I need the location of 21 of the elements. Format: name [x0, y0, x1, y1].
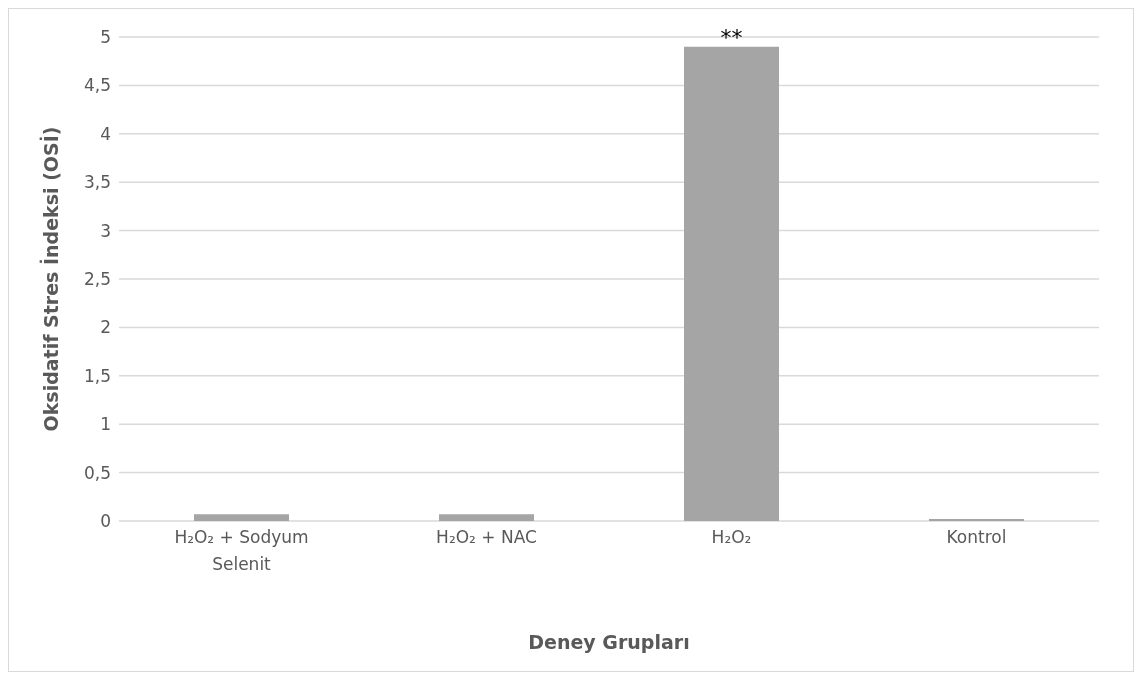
- x-axis-title: Deney Grupları: [528, 631, 690, 653]
- x-tick-label: H₂O₂: [711, 527, 752, 547]
- y-tick-label: 3,5: [83, 172, 111, 193]
- x-tick-label: Kontrol: [946, 527, 1007, 547]
- y-tick-label: 2,5: [83, 269, 111, 290]
- bar: [684, 46, 779, 521]
- y-tick-label: 5: [100, 27, 111, 48]
- y-axis-title: Oksidatif Stres İndeksi (OSİ): [38, 126, 62, 432]
- y-tick-label: 0,5: [83, 462, 111, 483]
- y-tick-label: 1: [100, 414, 111, 435]
- y-tick-label: 0: [100, 511, 111, 532]
- x-tick-label: H₂O₂ + Sodyum Selenit: [174, 527, 309, 574]
- bar: [439, 514, 534, 521]
- x-tick-label: H₂O₂ + NAC: [436, 527, 537, 547]
- y-tick-label: 3: [100, 220, 111, 241]
- y-tick-label: 4,5: [83, 75, 111, 96]
- annotation: **: [720, 24, 743, 50]
- bar: [194, 514, 289, 521]
- y-tick-label: 2: [100, 317, 111, 338]
- y-tick-label: 4: [100, 123, 111, 144]
- y-tick-label: 1,5: [83, 365, 111, 386]
